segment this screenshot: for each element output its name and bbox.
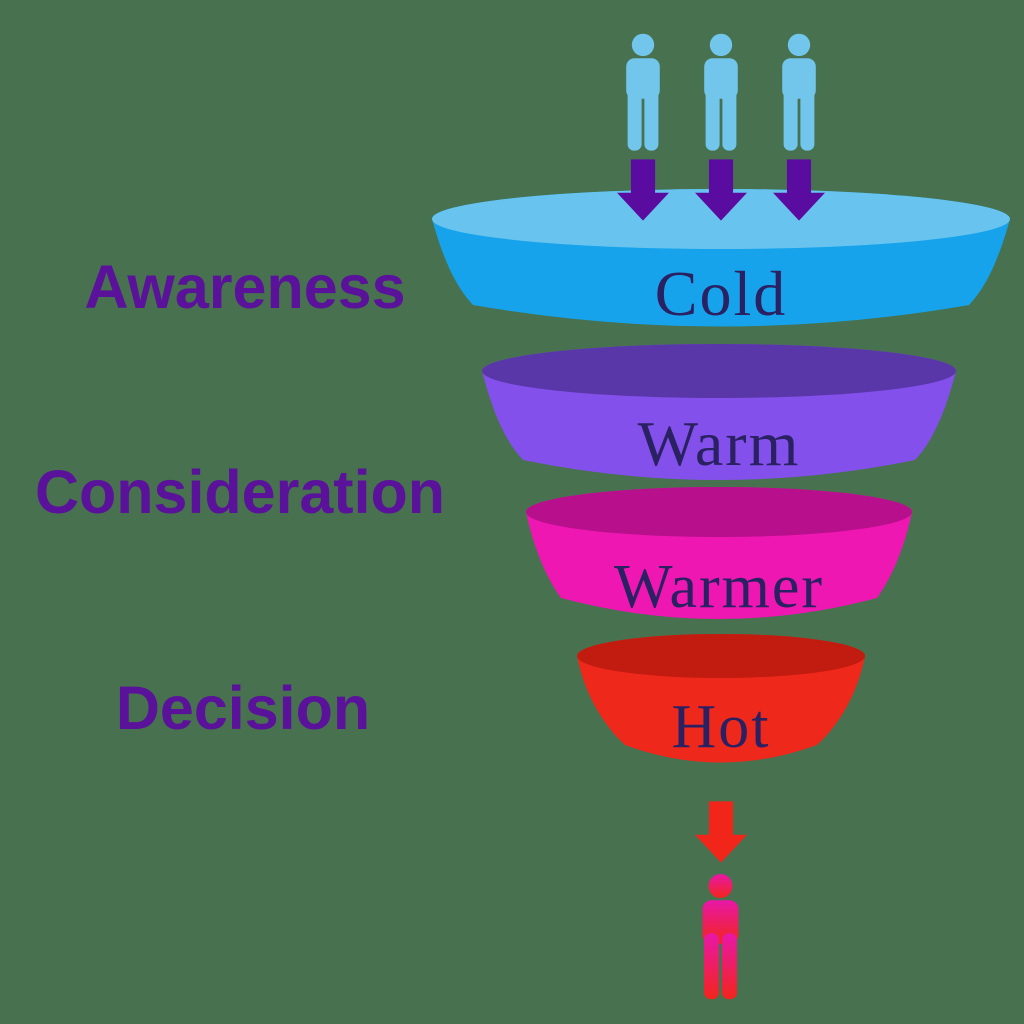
funnel-stage-warm-top xyxy=(482,344,956,398)
side-label-decision: Decision xyxy=(116,674,370,742)
stage-label-cold: Cold xyxy=(655,258,787,329)
funnel-stage-hot-top xyxy=(577,634,865,678)
funnel-stage-warmer-top xyxy=(526,487,912,537)
side-label-awareness: Awareness xyxy=(84,253,405,321)
funnel-stage-hot: Hot xyxy=(577,634,865,763)
funnel-stage-cold: Cold xyxy=(432,189,1010,329)
funnel-stage-warmer: Warmer xyxy=(526,487,912,621)
side-labels-group: Awareness Consideration Decision xyxy=(35,253,445,742)
stage-label-hot: Hot xyxy=(672,693,771,761)
stage-label-warm: Warm xyxy=(638,408,801,479)
inflow-arrows-group xyxy=(617,159,825,221)
funnel-stage-warm: Warm xyxy=(482,344,956,480)
stage-label-warmer: Warmer xyxy=(614,553,824,621)
side-label-consideration: Consideration xyxy=(35,458,445,526)
